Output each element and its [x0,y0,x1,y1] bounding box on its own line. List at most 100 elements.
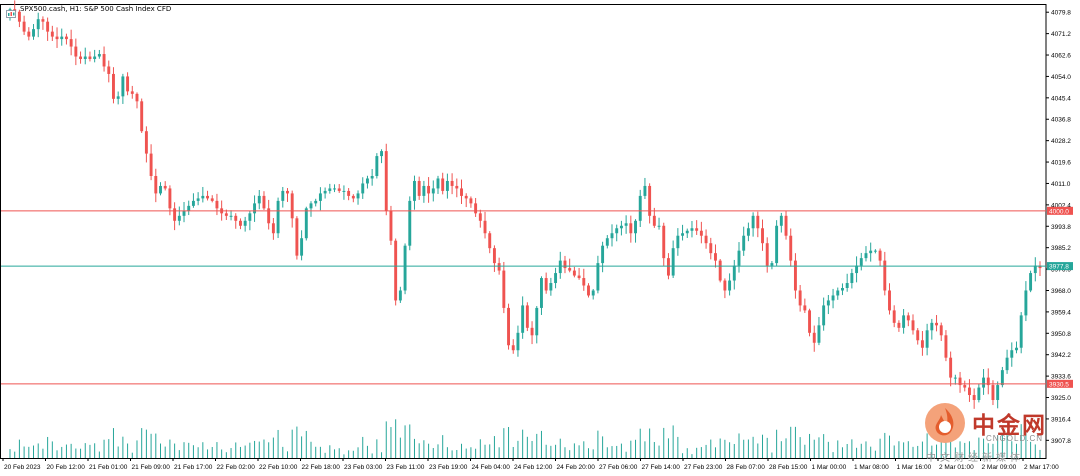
y-tick-label: 4011.0 [1051,181,1071,188]
volume-bar [277,429,279,458]
candle-body [159,185,162,194]
volume-bar [451,450,453,458]
volume-bar [888,435,890,458]
candle-body [883,260,887,291]
x-tick-label: 2 Mar 01:00 [939,464,974,471]
candle-body [187,205,191,211]
price-line-label: 4000.0 [1049,208,1069,215]
candle [107,60,111,83]
volume-bar [489,444,491,458]
volume-bar [211,446,213,458]
candle-body [478,213,482,221]
volume-bar [343,454,345,458]
candle [916,328,920,345]
candle [610,224,614,247]
volume-bar [804,444,806,458]
candle [765,237,769,273]
volume-bar [983,438,985,458]
candle-body [234,215,238,221]
price-line-label: 3977.8 [1049,264,1069,271]
candle [841,283,844,296]
candle [159,182,162,196]
candle [403,243,407,295]
volume-bar [959,441,961,458]
volume-bar [733,444,735,458]
volume-bar [263,439,265,458]
volume-bar [790,426,792,458]
candle [234,213,238,229]
volume-bar [127,443,129,458]
candle-body [41,19,45,22]
candle-body [648,185,652,216]
volume-bar [827,441,829,458]
volume-bar [122,436,124,458]
volume-bar [578,445,580,458]
y-tick-label: 4045.4 [1051,95,1071,102]
candle [779,212,783,233]
candle [572,266,576,278]
volume-bar [254,440,256,458]
volume-bar [536,433,538,458]
candle [229,210,233,221]
candle [144,126,148,163]
candle [271,218,275,240]
volume-bar [423,440,425,458]
volume-bar [540,430,542,458]
candle [130,85,134,99]
candle-body [154,175,158,194]
candle-body [243,220,247,226]
volume-bar [639,428,641,458]
candle [634,219,637,243]
candle [347,188,351,201]
candle-body [699,230,703,236]
volume-bar [239,446,241,458]
x-tick-label: 24 Feb 12:00 [514,464,553,471]
candle-body [695,228,699,231]
flame-logo-icon [922,400,968,446]
candle [624,215,628,234]
candle-body [525,305,529,328]
volume-bar [508,426,510,458]
volume-bar [456,450,458,458]
candle-body [601,245,605,264]
candle-body [530,327,534,336]
candle [761,219,764,251]
x-tick-label: 28 Feb 15:00 [769,464,808,471]
price-line-tag [1047,379,1073,388]
candle-body [878,250,882,261]
volume-bar [743,439,745,458]
volume-bar [94,443,96,458]
candle-body [986,377,990,386]
candle [356,190,360,205]
candle-body [855,265,859,274]
volume-bar [249,442,251,458]
candle [953,374,957,385]
candle [1033,257,1037,282]
volume-bar [837,440,839,458]
candle [568,258,572,273]
candle [474,197,478,217]
volume-bar [197,447,199,458]
volume-bar [437,444,439,458]
x-tick-label: 27 Feb 23:00 [684,464,723,471]
candle [300,230,304,261]
candle-body [408,200,412,246]
candle-body [793,260,797,291]
candle-body [728,280,732,291]
volume-bar [413,438,415,458]
candle [554,267,558,289]
candle [135,92,139,109]
candle-body [79,56,83,60]
candle-body [723,280,727,291]
horizontal-lines: 4000.0 3977.8 3930.5 [1,206,1073,388]
candle [925,323,929,356]
candle-body [413,180,416,201]
candle-body [996,385,1000,401]
candle [911,314,915,335]
volume-bar [385,421,387,458]
candle-body [380,151,384,157]
candle-body [1005,357,1009,371]
y-tick-label: 3925.0 [1051,395,1071,402]
